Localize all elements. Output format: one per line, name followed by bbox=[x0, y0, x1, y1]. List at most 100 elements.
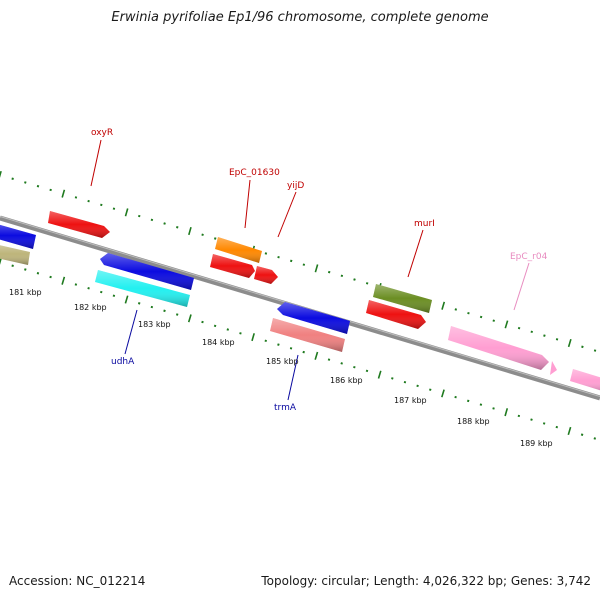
major-tick bbox=[61, 189, 66, 198]
minor-tick bbox=[555, 425, 559, 429]
gene-olive-left[interactable] bbox=[0, 243, 30, 265]
minor-tick bbox=[24, 181, 27, 184]
minor-tick bbox=[530, 418, 533, 421]
minor-tick bbox=[365, 369, 369, 373]
label-EpC_01630: EpC_01630 bbox=[229, 168, 280, 178]
minor-tick bbox=[530, 330, 533, 334]
minor-tick bbox=[479, 315, 483, 319]
leader-murI bbox=[407, 229, 424, 278]
minor-tick bbox=[163, 222, 166, 225]
minor-tick bbox=[542, 422, 546, 425]
kbp-label-183: 183 kbp bbox=[138, 320, 171, 329]
major-tick bbox=[0, 170, 2, 178]
major-tick bbox=[567, 426, 572, 436]
major-tick bbox=[188, 226, 192, 236]
kbp-label-185: 185 kbp bbox=[266, 357, 299, 366]
gene-yijD[interactable] bbox=[254, 266, 278, 284]
minor-tick bbox=[137, 302, 141, 305]
gene-murI[interactable] bbox=[373, 284, 432, 313]
minor-tick bbox=[150, 218, 154, 222]
major-tick bbox=[314, 351, 319, 360]
kbp-label-188: 188 kbp bbox=[457, 417, 490, 426]
genome-summary-text: Topology: circular; Length: 4,026,322 bp… bbox=[261, 574, 591, 588]
inner-tick-ring bbox=[0, 257, 597, 440]
minor-tick bbox=[213, 237, 217, 240]
minor-tick bbox=[289, 347, 293, 350]
minor-tick bbox=[327, 358, 331, 361]
minor-tick bbox=[74, 283, 78, 286]
minor-tick bbox=[49, 275, 52, 279]
minor-tick bbox=[87, 199, 90, 203]
gene-EpC_01630[interactable] bbox=[215, 237, 262, 263]
major-tick bbox=[61, 276, 66, 285]
accession-text: Accession: NC_012214 bbox=[9, 574, 146, 588]
minor-tick bbox=[264, 252, 268, 255]
major-tick bbox=[187, 314, 192, 323]
gene-red-a[interactable] bbox=[210, 254, 255, 278]
minor-tick bbox=[112, 294, 116, 298]
gene-trmA-blue[interactable] bbox=[277, 302, 350, 334]
minor-tick bbox=[11, 177, 14, 180]
gene-udhA-blue[interactable] bbox=[100, 253, 194, 290]
gene-udhA[interactable] bbox=[95, 270, 190, 307]
minor-tick bbox=[467, 311, 470, 315]
minor-tick bbox=[201, 233, 204, 237]
minor-tick bbox=[213, 324, 217, 328]
minor-tick bbox=[49, 188, 52, 192]
minor-tick bbox=[150, 305, 154, 309]
minor-tick bbox=[277, 343, 280, 346]
minor-tick bbox=[175, 313, 179, 316]
gene-EpC_r04[interactable] bbox=[448, 326, 549, 370]
kbp-label-181: 181 kbp bbox=[9, 288, 42, 297]
minor-tick bbox=[289, 259, 293, 263]
minor-tick bbox=[163, 309, 166, 313]
minor-tick bbox=[492, 319, 495, 322]
minor-tick bbox=[11, 264, 14, 267]
major-tick bbox=[124, 208, 129, 217]
label-udhA: udhA bbox=[111, 357, 135, 367]
label-trmA: trmA bbox=[274, 403, 297, 413]
minor-tick bbox=[593, 437, 597, 440]
minor-tick bbox=[112, 207, 116, 210]
major-tick bbox=[314, 264, 319, 273]
kbp-label-189: 189 kbp bbox=[520, 439, 553, 448]
minor-tick bbox=[593, 349, 597, 352]
gene-pink-right[interactable] bbox=[570, 369, 600, 393]
leader-trmA bbox=[287, 354, 299, 401]
minor-tick bbox=[36, 184, 40, 188]
minor-tick bbox=[302, 263, 306, 266]
leader-EpC_01630 bbox=[244, 179, 251, 229]
minor-tick bbox=[454, 395, 457, 399]
major-tick bbox=[441, 389, 445, 398]
kbp-label-182: 182 kbp bbox=[74, 303, 107, 312]
major-tick bbox=[124, 295, 129, 304]
minor-tick bbox=[264, 339, 267, 343]
major-tick bbox=[441, 301, 446, 310]
minor-tick bbox=[327, 270, 331, 274]
label-oxyR: oxyR bbox=[91, 128, 113, 138]
label-EpC_r04: EpC_r04 bbox=[510, 252, 548, 262]
outer-tick-ring bbox=[0, 170, 597, 352]
minor-tick bbox=[580, 433, 584, 436]
minor-tick bbox=[403, 380, 407, 384]
minor-tick bbox=[581, 345, 584, 349]
major-tick bbox=[377, 370, 382, 379]
minor-tick bbox=[479, 403, 483, 406]
minor-tick bbox=[176, 226, 179, 229]
label-yijD: yijD bbox=[287, 181, 304, 191]
minor-tick bbox=[340, 274, 344, 278]
gene-pink-small[interactable] bbox=[550, 361, 557, 375]
gene-red-murI[interactable] bbox=[366, 300, 426, 329]
gene-blue-left[interactable] bbox=[0, 222, 36, 249]
kbp-label-184: 184 kbp bbox=[202, 338, 235, 347]
major-tick bbox=[0, 257, 2, 265]
minor-tick bbox=[36, 272, 40, 275]
gene-trmA[interactable] bbox=[270, 318, 345, 352]
gene-oxyR[interactable] bbox=[48, 211, 110, 238]
minor-tick bbox=[201, 320, 204, 324]
minor-tick bbox=[74, 196, 78, 199]
minor-tick bbox=[302, 350, 305, 354]
minor-tick bbox=[543, 334, 546, 337]
minor-tick bbox=[555, 338, 559, 341]
minor-tick bbox=[429, 388, 432, 391]
